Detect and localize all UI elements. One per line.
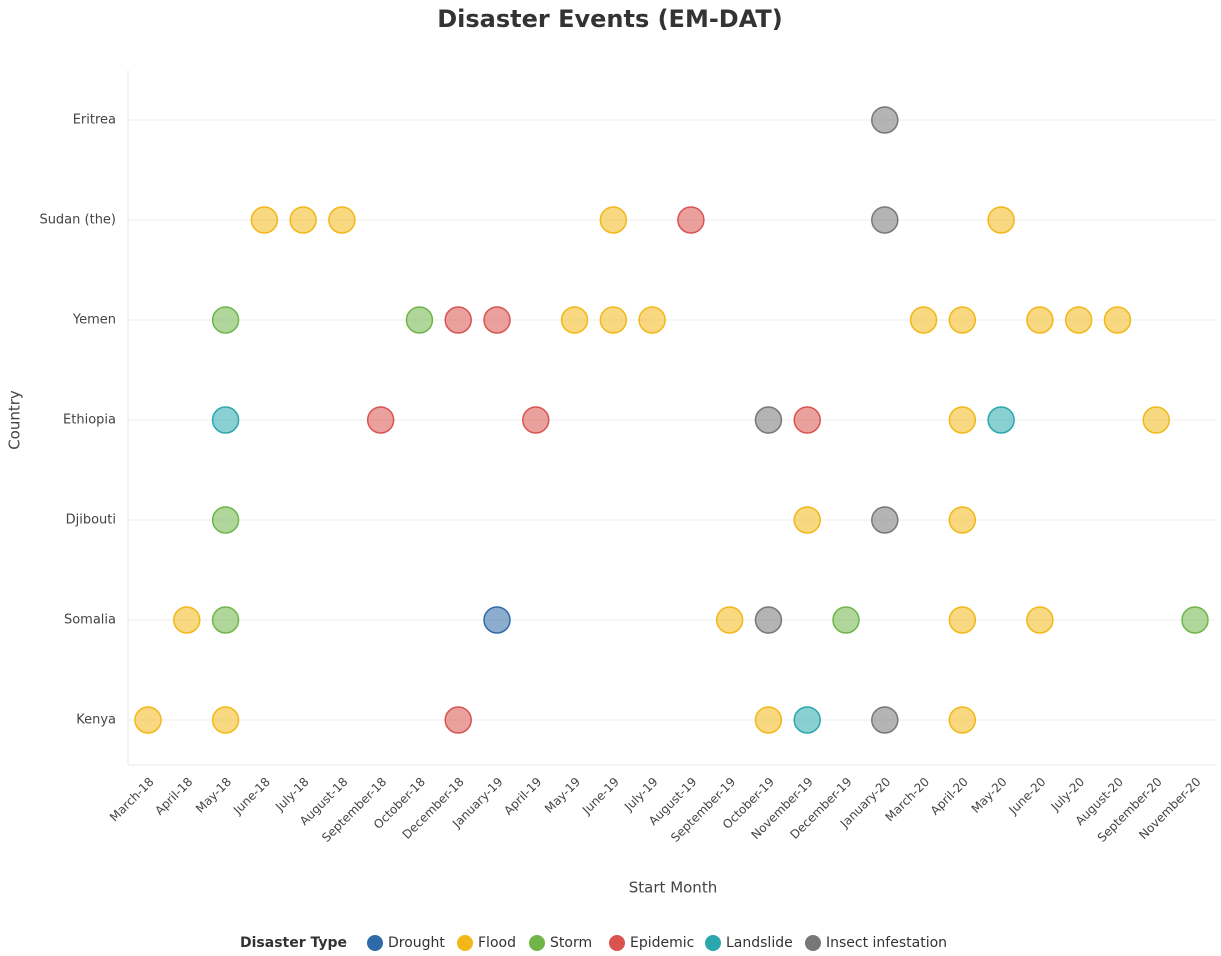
dot (948, 706, 977, 734)
dot (909, 306, 938, 334)
dot (211, 506, 240, 534)
x-tick-label: May-19 (542, 775, 583, 816)
dot (405, 306, 434, 334)
x-tick-label: May-20 (969, 775, 1010, 816)
dot (1181, 606, 1209, 634)
x-tick-label: April-19 (501, 775, 544, 818)
legend-label: Insect infestation (826, 935, 947, 951)
dot (793, 506, 821, 534)
dot (638, 306, 666, 334)
dot (134, 706, 162, 734)
x-axis-title: Start Month (629, 879, 717, 897)
dot (483, 606, 511, 634)
dot (211, 406, 240, 434)
dot (871, 506, 899, 534)
dot (1142, 406, 1170, 434)
y-tick-label: Sudan (the) (39, 213, 116, 228)
x-tick-label: June-18 (230, 775, 273, 818)
legend-title: Disaster Type (240, 935, 347, 951)
legend-label: Storm (550, 935, 592, 951)
dot (211, 306, 240, 334)
legend-swatch (367, 935, 383, 951)
x-tick-label: May-18 (193, 775, 234, 816)
dot (987, 206, 1015, 234)
dot (1026, 306, 1054, 334)
dot (793, 406, 821, 434)
dot (754, 406, 783, 434)
dot (211, 606, 240, 634)
dot (599, 306, 628, 334)
dot (948, 606, 977, 634)
legend-swatch (457, 935, 473, 951)
dot (948, 306, 977, 334)
x-tick-label: April-18 (152, 775, 195, 818)
y-tick-label: Ethiopia (63, 413, 116, 428)
y-tick-label: Yemen (72, 313, 116, 328)
dot (522, 406, 550, 434)
legend-swatch (609, 935, 625, 951)
dot (328, 206, 356, 234)
dot (599, 206, 628, 234)
y-axis-title: Country (6, 390, 24, 450)
dot (560, 306, 589, 334)
dot (1026, 606, 1054, 634)
dot (250, 206, 279, 234)
x-tick-label: March-18 (107, 775, 157, 825)
legend-label: Drought (388, 935, 445, 951)
dot (677, 206, 705, 234)
dot (483, 306, 511, 334)
legend-label: Landslide (726, 935, 793, 951)
dot (754, 706, 783, 734)
dot (948, 506, 977, 534)
x-tick-label: April-20 (928, 775, 971, 818)
dot (444, 306, 472, 334)
dot (366, 406, 395, 434)
dot (715, 606, 744, 634)
dot (211, 706, 240, 734)
dot (173, 606, 201, 634)
dot (289, 206, 317, 234)
dot (754, 606, 783, 634)
dot (793, 706, 821, 734)
y-tick-label: Kenya (76, 713, 116, 728)
dot (871, 206, 899, 234)
dot (987, 406, 1015, 434)
dot (444, 706, 472, 734)
legend-label: Flood (478, 935, 516, 951)
legend-swatch (705, 935, 721, 951)
dot (871, 106, 899, 134)
dot (1064, 306, 1093, 334)
dot (948, 406, 977, 434)
y-tick-label: Djibouti (66, 513, 116, 528)
y-tick-label: Somalia (64, 613, 116, 628)
x-tick-label: June-19 (579, 775, 622, 818)
legend-swatch (529, 935, 545, 951)
x-tick-label: June-20 (1006, 775, 1049, 818)
y-tick-label: Eritrea (73, 113, 116, 128)
dot (832, 606, 860, 634)
legend-label: Epidemic (630, 935, 694, 951)
dot (871, 706, 899, 734)
chart-title: Disaster Events (EM-DAT) (437, 5, 783, 33)
dot (1103, 306, 1132, 334)
legend-swatch (805, 935, 821, 951)
